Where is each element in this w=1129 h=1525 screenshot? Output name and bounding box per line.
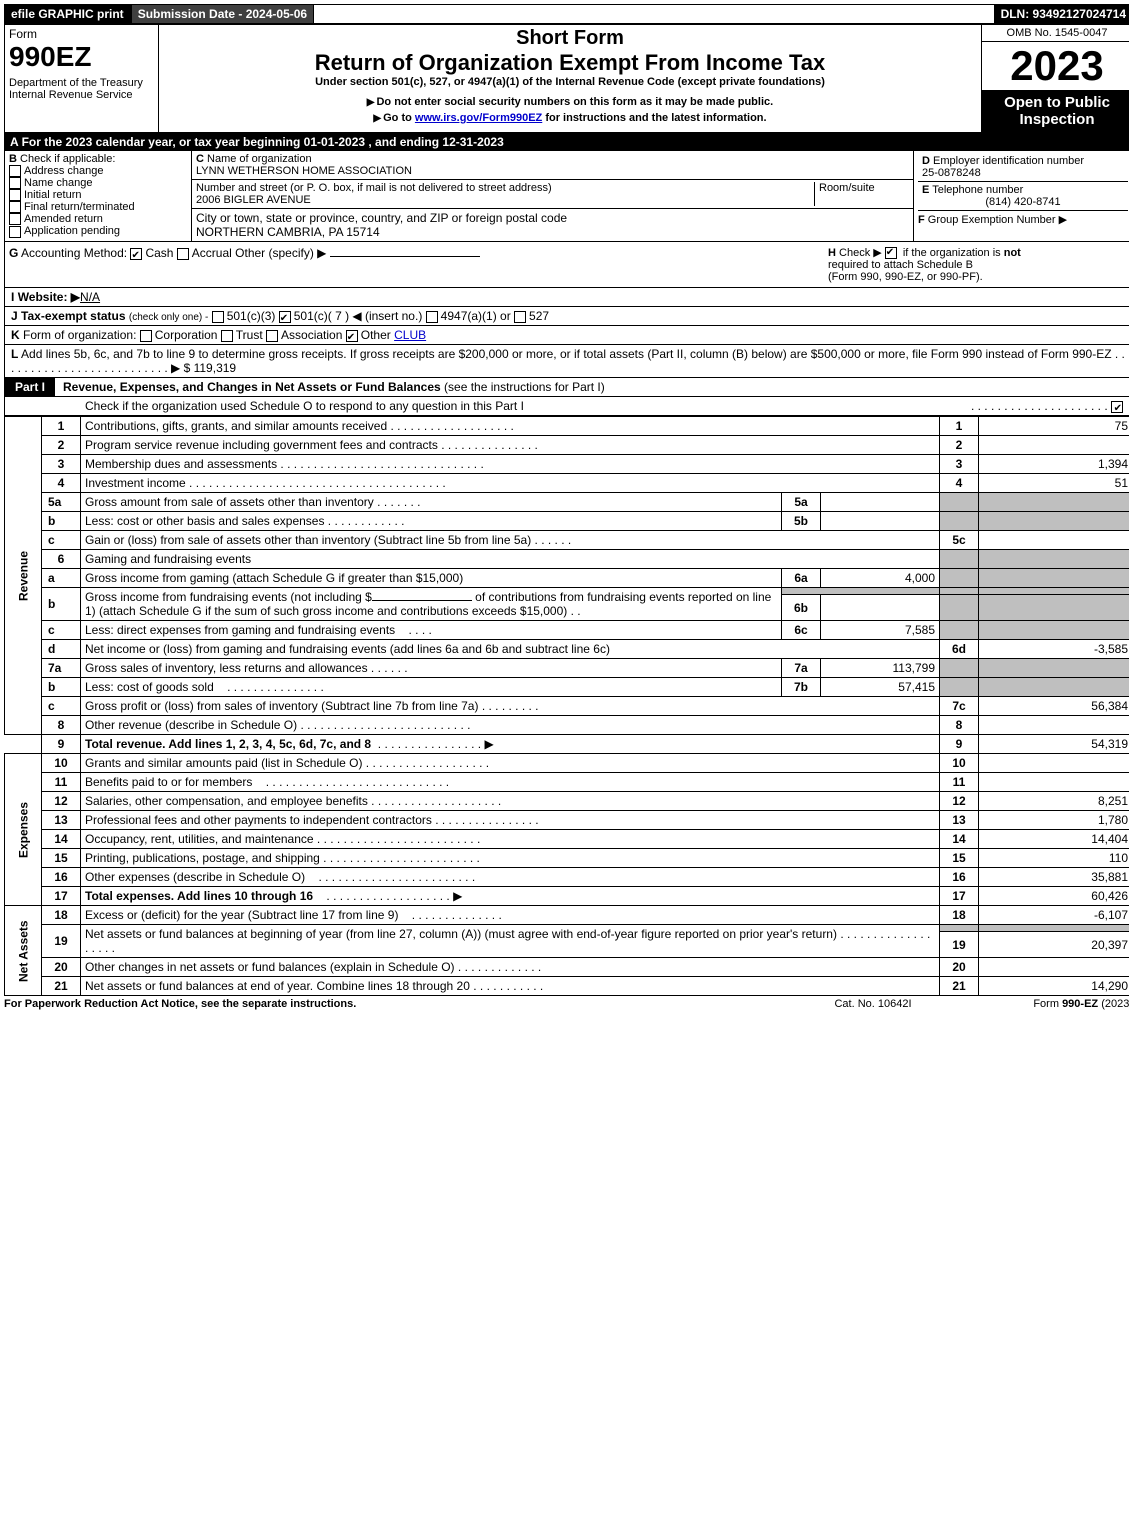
part-1-heading: Revenue, Expenses, and Changes in Net As… bbox=[63, 380, 441, 394]
main-title: Return of Organization Exempt From Incom… bbox=[161, 50, 979, 76]
part-1-table: Revenue 1Contributions, gifts, grants, a… bbox=[4, 416, 1129, 996]
j-row: J Tax-exempt status (check only one) - 5… bbox=[4, 307, 1129, 326]
chk-corp[interactable] bbox=[140, 330, 152, 342]
d-label: Employer identification number bbox=[933, 155, 1084, 167]
chk-501c3[interactable] bbox=[212, 311, 224, 323]
omb-number: OMB No. 1545-0047 bbox=[982, 25, 1129, 42]
chk-4947[interactable] bbox=[426, 311, 438, 323]
b-label: Check if applicable: bbox=[20, 153, 115, 165]
form-word: Form bbox=[9, 27, 154, 41]
website: N/A bbox=[80, 290, 100, 304]
part-1-check-line: Check if the organization used Schedule … bbox=[85, 399, 524, 413]
telephone: (814) 420-8741 bbox=[922, 196, 1124, 208]
addr-label: Number and street (or P. O. box, if mail… bbox=[196, 182, 552, 194]
g-label: Accounting Method: bbox=[21, 246, 127, 260]
e-label: Telephone number bbox=[932, 184, 1023, 196]
k-row: K Form of organization: Corporation Trus… bbox=[4, 326, 1129, 345]
footer-form: 990-EZ bbox=[1062, 998, 1098, 1010]
gh-row: G Accounting Method: Cash Accrual Other … bbox=[4, 242, 1129, 288]
chk-other-org[interactable] bbox=[346, 330, 358, 342]
chk-501c[interactable] bbox=[279, 311, 291, 323]
chk-trust[interactable] bbox=[221, 330, 233, 342]
bullet-2-pre: Go to bbox=[383, 112, 415, 124]
i-row: I Website: ▶N/A bbox=[4, 288, 1129, 307]
side-net-assets: Net Assets bbox=[5, 906, 42, 996]
dln: DLN: 93492127024714 bbox=[994, 4, 1129, 24]
top-bar: efile GRAPHIC print Submission Date - 20… bbox=[4, 4, 1129, 24]
row-a-text: For the 2023 calendar year, or tax year … bbox=[22, 135, 504, 149]
org-address: 2006 BIGLER AVENUE bbox=[196, 194, 311, 206]
side-expenses: Expenses bbox=[5, 754, 42, 906]
org-name: LYNN WETHERSON HOME ASSOCIATION bbox=[196, 165, 412, 177]
org-city: NORTHERN CAMBRIA, PA 15714 bbox=[196, 225, 380, 239]
row-a: A For the 2023 calendar year, or tax yea… bbox=[4, 133, 1129, 151]
chk-schedule-o[interactable] bbox=[1111, 401, 1123, 413]
city-label: City or town, state or province, country… bbox=[196, 211, 567, 225]
chk-amended-return[interactable] bbox=[9, 213, 21, 225]
chk-h[interactable] bbox=[885, 247, 897, 259]
chk-final-return[interactable] bbox=[9, 201, 21, 213]
form-header: Form 990EZ Department of the Treasury In… bbox=[4, 24, 1129, 133]
l-row: L Add lines 5b, 6c, and 7b to line 9 to … bbox=[4, 345, 1129, 378]
chk-cash[interactable] bbox=[130, 248, 142, 260]
irs-link[interactable]: www.irs.gov/Form990EZ bbox=[415, 112, 542, 124]
efile-label[interactable]: efile GRAPHIC print bbox=[4, 4, 131, 24]
k-other-val[interactable]: CLUB bbox=[394, 328, 426, 342]
short-form-title: Short Form bbox=[161, 27, 979, 50]
chk-accrual[interactable] bbox=[177, 248, 189, 260]
side-revenue: Revenue bbox=[5, 417, 42, 735]
c-label: Name of organization bbox=[207, 153, 312, 165]
bcdef-block: B Check if applicable: Address change Na… bbox=[4, 151, 1129, 242]
bullet-1: Do not enter social security numbers on … bbox=[376, 96, 773, 108]
bullet-2-post: for instructions and the latest informat… bbox=[542, 112, 766, 124]
submission-date[interactable]: Submission Date - 2024-05-06 bbox=[131, 4, 314, 24]
chk-527[interactable] bbox=[514, 311, 526, 323]
chk-address-change[interactable] bbox=[9, 165, 21, 177]
chk-initial-return[interactable] bbox=[9, 189, 21, 201]
open-public-inspection: Open to Public Inspection bbox=[982, 90, 1129, 132]
subtitle: Under section 501(c), 527, or 4947(a)(1)… bbox=[161, 76, 979, 88]
form-number: 990EZ bbox=[9, 41, 154, 73]
footer-left: For Paperwork Reduction Act Notice, see … bbox=[4, 998, 356, 1010]
part-1-label: Part I bbox=[5, 378, 55, 396]
f-label: Group Exemption Number bbox=[928, 214, 1056, 226]
room-label: Room/suite bbox=[819, 182, 875, 194]
ein: 25-0878248 bbox=[922, 167, 981, 179]
chk-application-pending[interactable] bbox=[9, 226, 21, 238]
footer: For Paperwork Reduction Act Notice, see … bbox=[4, 996, 1129, 1010]
tax-year: 2023 bbox=[982, 42, 1129, 90]
dept-treasury: Department of the Treasury Internal Reve… bbox=[9, 77, 154, 101]
l-amount: $ 119,319 bbox=[184, 361, 237, 375]
footer-cat: Cat. No. 10642I bbox=[773, 998, 973, 1010]
chk-assoc[interactable] bbox=[266, 330, 278, 342]
chk-name-change[interactable] bbox=[9, 177, 21, 189]
